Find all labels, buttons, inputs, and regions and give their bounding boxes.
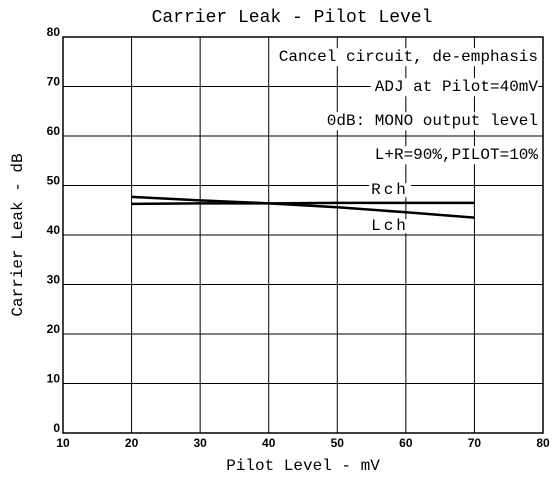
x-axis-label: Pilot Level - mV	[226, 457, 380, 475]
plot-frame	[62, 36, 544, 434]
y-tick-label: 40	[47, 223, 61, 237]
series-line	[131, 201, 475, 206]
annotation: ADJ at Pilot=40mV	[375, 78, 539, 96]
x-tick-label: 10	[56, 436, 70, 450]
x-tick-label: 50	[331, 436, 345, 450]
series-label: Rch	[371, 181, 409, 199]
y-tick-label: 80	[47, 25, 61, 39]
annotation-group: L+R=90%,PILOT=10%	[370, 146, 539, 165]
y-axis-label: Carrier Leak - dB	[9, 153, 27, 316]
annotation-group: ADJ at Pilot=40mV	[370, 78, 539, 97]
series-label-group: Rch	[369, 181, 411, 199]
annotation: Cancel circuit, de-emphasis	[279, 48, 538, 66]
series-label-bg	[369, 183, 411, 198]
y-tick-label: 70	[47, 75, 61, 89]
y-tick-label: 60	[47, 124, 61, 138]
x-tick-label: 40	[262, 436, 276, 450]
y-tick-label: 0	[53, 421, 60, 435]
y-tick-label: 30	[47, 273, 61, 287]
x-tick-label: 80	[536, 436, 550, 450]
annotation-bg	[370, 78, 539, 97]
annotation-group: Cancel circuit, de-emphasis	[274, 48, 538, 67]
chart-title: Carrier Leak - Pilot Level	[152, 8, 433, 28]
y-tick-label: 50	[47, 174, 61, 188]
series-label-group: Lch	[369, 217, 411, 235]
annotation-bg	[274, 48, 538, 67]
series-label-bg	[369, 219, 411, 234]
annotation-group: 0dB: MONO output level	[322, 112, 538, 131]
annotation: 0dB: MONO output level	[327, 112, 538, 130]
annotation: L+R=90%,PILOT=10%	[375, 146, 539, 164]
x-tick-label: 30	[193, 436, 207, 450]
y-tick-label: 10	[47, 372, 61, 386]
annotation-bg	[322, 112, 538, 131]
x-tick-label: 70	[468, 436, 482, 450]
series-line	[131, 195, 475, 219]
x-tick-label: 20	[125, 436, 139, 450]
series-label: Lch	[371, 217, 409, 235]
annotation-bg	[370, 146, 539, 165]
y-tick-label: 20	[47, 322, 61, 336]
x-tick-label: 60	[399, 436, 413, 450]
